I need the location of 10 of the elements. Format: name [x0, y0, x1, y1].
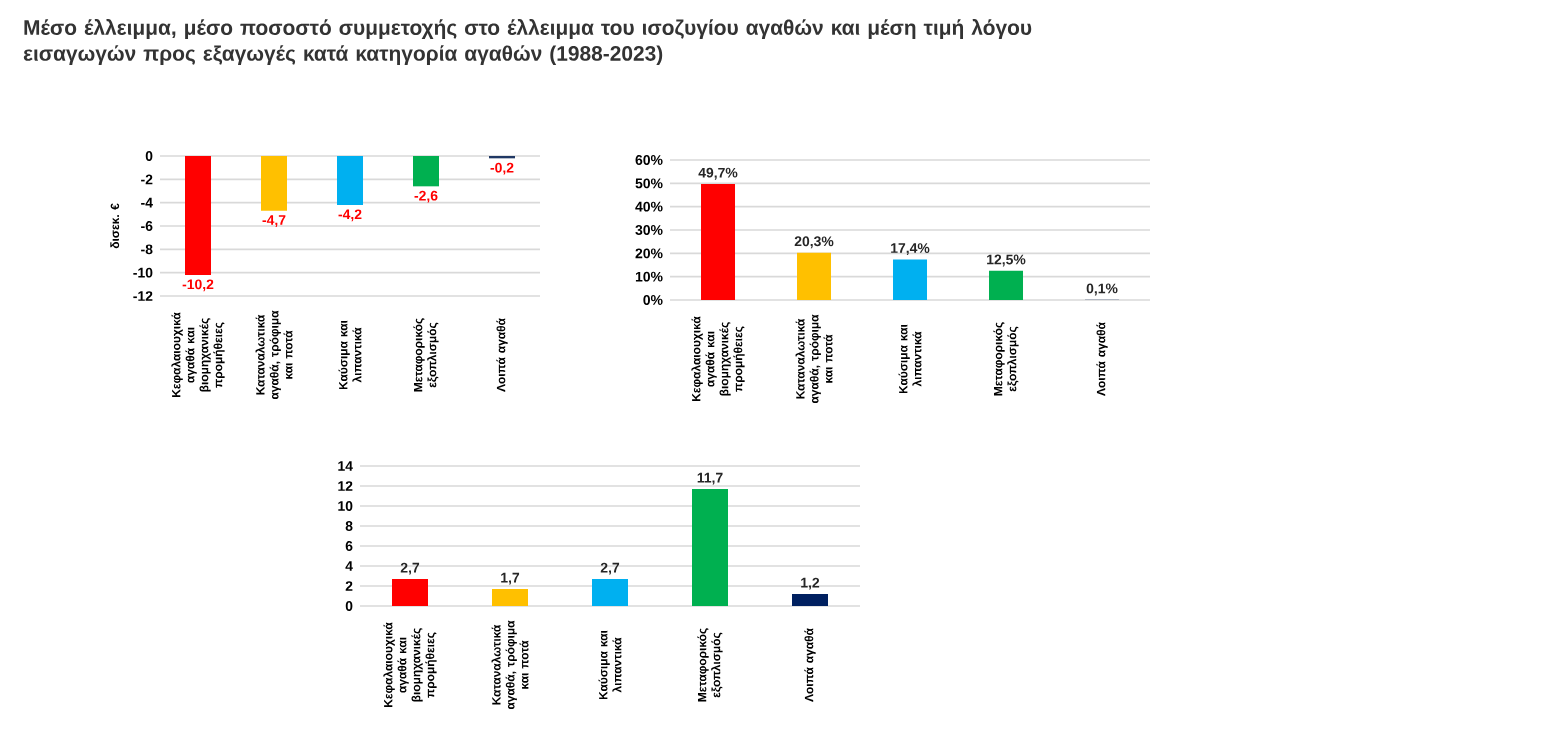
bar — [492, 589, 528, 606]
bar — [692, 489, 728, 606]
bar — [893, 259, 928, 301]
bar — [592, 579, 628, 606]
bar — [797, 252, 832, 301]
chart-title: Μέσο έλλειμμα, μέσο ποσοστό συμμετοχής στο έλλειμμα του ισοζυγίου αγαθών και μέση τιμή λόγου εισαγωγών προς εξαγωγές κατά κατηγορία αγαθών (1988-2023) — [23, 19, 1032, 65]
bar — [392, 579, 428, 606]
bar — [989, 270, 1024, 301]
bar — [792, 594, 828, 606]
bar — [701, 184, 736, 301]
